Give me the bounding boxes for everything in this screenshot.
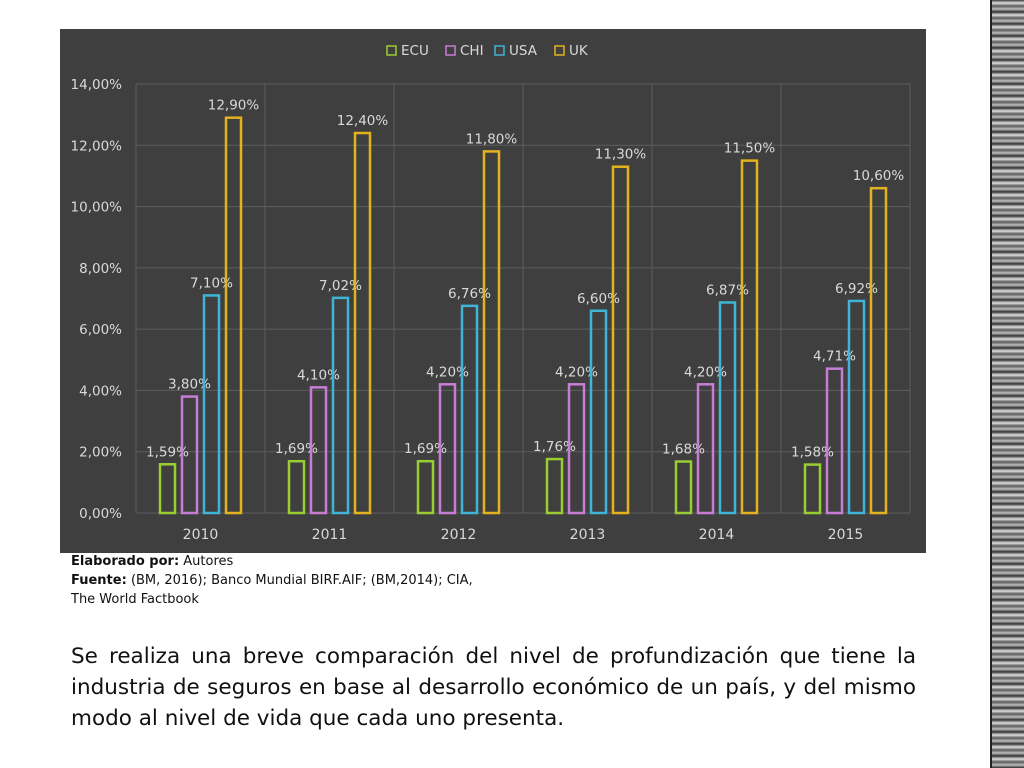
data-label-chi: 4,20% bbox=[426, 364, 469, 380]
legend-swatch-ecu bbox=[386, 45, 397, 56]
chart-caption: Elaborado por: Autores Fuente: (BM, 2016… bbox=[71, 552, 511, 609]
bar-ecu bbox=[803, 463, 822, 515]
legend-label-uk: UK bbox=[569, 43, 589, 59]
data-label-ecu: 1,69% bbox=[404, 441, 447, 457]
caption-source-label: Fuente: bbox=[71, 573, 127, 588]
y-tick-label: 0,00% bbox=[79, 506, 122, 522]
bar-uk bbox=[740, 159, 759, 515]
data-label-uk: 11,50% bbox=[724, 141, 776, 157]
bar-chi bbox=[309, 386, 328, 515]
data-label-ecu: 1,68% bbox=[662, 442, 705, 458]
bar-usa bbox=[589, 309, 608, 515]
caption-source-line: Fuente: (BM, 2016); Banco Mundial BIRF.A… bbox=[71, 571, 511, 590]
bar-ecu bbox=[158, 463, 177, 515]
data-label-chi: 4,10% bbox=[297, 367, 340, 383]
legend-label-chi: CHI bbox=[460, 43, 484, 59]
legend-swatch-usa bbox=[494, 45, 505, 56]
x-tick-label: 2014 bbox=[699, 527, 735, 543]
y-tick-label: 6,00% bbox=[79, 322, 122, 338]
data-label-ecu: 1,58% bbox=[791, 445, 834, 461]
bar-ecu bbox=[287, 459, 306, 515]
bar-usa bbox=[460, 304, 479, 515]
bar-usa bbox=[331, 296, 350, 515]
data-label-usa: 6,87% bbox=[706, 282, 749, 298]
caption-source-line2: The World Factbook bbox=[71, 592, 199, 607]
data-label-usa: 7,02% bbox=[319, 278, 362, 294]
legend-swatch-uk bbox=[554, 45, 565, 56]
data-label-ecu: 1,59% bbox=[146, 444, 189, 460]
data-label-uk: 12,90% bbox=[208, 98, 260, 114]
y-tick-label: 4,00% bbox=[79, 383, 122, 399]
data-label-uk: 11,30% bbox=[595, 147, 647, 163]
data-label-chi: 4,71% bbox=[813, 349, 856, 365]
bar-usa bbox=[718, 301, 737, 515]
bar-ecu bbox=[545, 457, 564, 515]
data-label-chi: 4,20% bbox=[555, 364, 598, 380]
bar-uk bbox=[353, 131, 372, 515]
caption-author-value: Autores bbox=[183, 554, 234, 569]
bar-chi bbox=[825, 367, 844, 515]
caption-author-line: Elaborado por: Autores bbox=[71, 552, 511, 571]
bar-chi bbox=[180, 395, 199, 515]
data-label-ecu: 1,76% bbox=[533, 439, 576, 455]
bar-chi bbox=[567, 383, 586, 515]
x-tick-label: 2013 bbox=[570, 527, 606, 543]
bar-chi bbox=[696, 383, 715, 515]
data-label-usa: 6,92% bbox=[835, 281, 878, 297]
slide-edge-decoration bbox=[990, 0, 1024, 768]
bar-ecu bbox=[674, 460, 693, 515]
bar-ecu bbox=[416, 459, 435, 515]
data-label-usa: 7,10% bbox=[190, 275, 233, 291]
bar-uk bbox=[869, 186, 888, 515]
chart-svg: 0,00% 2,00% 4,00% 6,00% 8,00% 10,00% 12,00% 14,… bbox=[71, 43, 911, 543]
legend-label-ecu: ECU bbox=[401, 43, 429, 59]
x-tick-label: 2015 bbox=[828, 527, 864, 543]
caption-author-label: Elaborado por: bbox=[71, 554, 180, 569]
body-paragraph: Se realiza una breve comparación del niv… bbox=[71, 644, 916, 731]
legend-swatch-chi bbox=[445, 45, 456, 56]
bar-usa bbox=[847, 299, 866, 515]
data-label-uk: 11,80% bbox=[466, 131, 518, 147]
data-label-ecu: 1,69% bbox=[275, 441, 318, 457]
bar-uk bbox=[482, 150, 501, 515]
data-label-chi: 4,20% bbox=[684, 364, 727, 380]
data-label-uk: 10,60% bbox=[853, 168, 905, 184]
bar-usa bbox=[202, 294, 221, 515]
data-label-usa: 6,76% bbox=[448, 286, 491, 302]
bar-uk bbox=[224, 116, 243, 515]
data-label-chi: 3,80% bbox=[168, 377, 211, 393]
bar-chart: 0,00% 2,00% 4,00% 6,00% 8,00% 10,00% 12,00% 14,… bbox=[60, 29, 926, 553]
y-tick-label: 12,00% bbox=[71, 138, 123, 154]
x-tick-label: 2010 bbox=[183, 527, 219, 543]
y-tick-label: 14,00% bbox=[71, 77, 123, 93]
legend-label-usa: USA bbox=[509, 43, 538, 59]
bar-uk bbox=[611, 165, 630, 515]
data-label-usa: 6,60% bbox=[577, 291, 620, 307]
x-tick-label: 2012 bbox=[441, 527, 477, 543]
x-tick-label: 2011 bbox=[312, 527, 348, 543]
y-tick-label: 8,00% bbox=[79, 261, 122, 277]
caption-source-value: (BM, 2016); Banco Mundial BIRF.AIF; (BM,… bbox=[130, 573, 473, 588]
bar-chi bbox=[438, 383, 457, 515]
data-label-uk: 12,40% bbox=[337, 113, 389, 129]
y-tick-label: 2,00% bbox=[79, 445, 122, 461]
y-tick-label: 10,00% bbox=[71, 200, 123, 216]
